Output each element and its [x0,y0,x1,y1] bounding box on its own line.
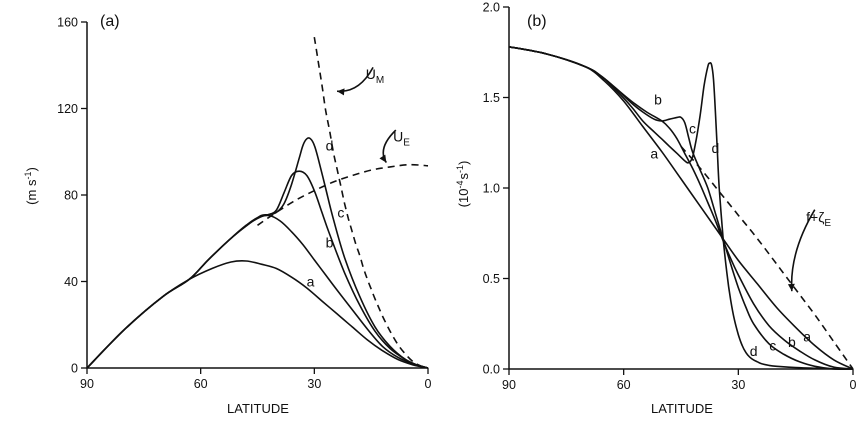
panel-b-ytick-label: 1.0 [483,182,500,196]
panel-b-xlabel: LATITUDE [651,401,713,416]
panel-b-axes [508,7,853,370]
panel-b: (b) LATITUDE (10-4s-1) 0.0 0.5 1.0 1.5 2.0 90… [455,1,857,417]
panel-b-series-fe [680,145,854,370]
panel-a-ytick-label: 0 [71,362,78,376]
panel-b-ytick-label: 0.5 [483,272,500,286]
panel-a-series-a [86,260,429,369]
panel-a-xlabel: LATITUDE [227,401,289,416]
panel-a-annotation: UM [366,66,384,86]
panel-a-series-um [313,36,429,369]
panel-a-label: (a) [100,13,120,30]
panel-b-ylabel: (10-4s-1) [455,161,471,208]
panel-b-ylabel-sup1: -4 [455,181,465,189]
panel-a-xtick-label: 30 [307,377,321,391]
panel-b-arrow [790,209,816,292]
panel-b-series-d [508,46,854,370]
panel-b-series-c [508,46,854,371]
panel-a-arrowhead [337,88,345,96]
panel-b-series-b [508,46,854,370]
panel-b-ylabel-mid: s [456,173,471,180]
panel-a-series-c [86,170,429,369]
panel-b-annotation: c [689,120,696,136]
panel-a-ylabel-close: ) [24,167,39,171]
panel-b-arrowhead [787,283,795,292]
panel-a-series-d [86,137,429,369]
panel-a-series-b [86,214,429,369]
panel-b-series-a [508,46,854,370]
panel-a-xtick-label: 0 [425,377,432,391]
panel-a-annotation: UE [393,129,410,149]
panel-a-ytick-label: 120 [57,102,78,116]
panel-b-ylabel-sup2: -1 [455,165,465,173]
panel-b-annotation: b [788,334,796,350]
panel-b-annotation: b [654,91,662,107]
panel-b-annotation: f+ζE [806,209,831,229]
panel-a-arrowhead [379,154,387,163]
panel-b-xtick-label: 90 [502,378,516,392]
panel-b-annotation: d [712,140,720,156]
panel-a-ylabel-sup: -1 [23,172,33,180]
panel-a-ylabel-base: (m s [24,179,39,205]
panel-b-annotation: a [803,328,811,344]
panel-b-xtick-label: 60 [617,378,631,392]
panel-b-label: (b) [527,13,547,30]
panel-a-xtick-label: 90 [80,377,94,391]
panel-b-ylabel-close: ) [456,161,471,165]
panel-a-xtick-label: 60 [194,377,208,391]
panel-a-ylabel: (m s-1) [23,167,39,205]
panel-b-annotation: a [650,146,658,162]
panel-a-ytick-label: 160 [57,16,78,30]
panel-b-xtick-label: 0 [850,378,857,392]
panel-b-xtick-label: 30 [731,378,745,392]
panel-b-annotation: d [750,343,758,359]
panel-a-ytick-label: 80 [64,189,78,203]
panel-a-annotation: c [337,204,344,220]
panel-a: (a) LATITUDE (m s-1) 0 40 80 120 160 90 60 30 0 a… [23,13,432,416]
panel-b-ylabel-base: (10 [456,189,471,208]
panel-b-ytick-label: 2.0 [483,1,500,15]
panel-b-ytick-label: 0.0 [483,363,500,377]
panel-b-ytick-label: 1.5 [483,91,500,105]
panel-b-annotation: c [769,337,776,353]
panel-a-ytick-label: 40 [64,275,78,289]
panel-a-annotation: d [326,137,334,153]
panel-a-series-ue [257,163,429,226]
panel-a-annotation: a [307,274,315,290]
panel-a-annotation: b [326,235,334,251]
